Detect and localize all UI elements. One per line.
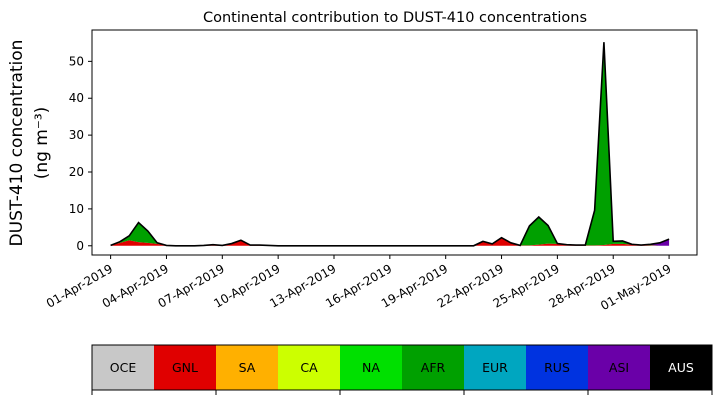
stacked-areas [110, 42, 670, 247]
total-outline [110, 42, 670, 247]
y-axis-label-line2: (ng m⁻³) [32, 107, 52, 180]
legend-swatch-rus [526, 345, 589, 390]
area-eur [110, 42, 670, 246]
legend-swatch-ca [278, 345, 341, 390]
y-tick-label: 40 [69, 91, 84, 105]
legend-swatch-eur [464, 345, 527, 390]
legend-label-asi: ASI [609, 360, 629, 375]
plot-frame [91, 29, 698, 256]
legend-label-ca: CA [300, 360, 318, 375]
y-tick-label: 0 [76, 239, 84, 253]
legend-swatch-na [340, 345, 403, 390]
legend-label-na: NA [362, 360, 380, 375]
area-aus [110, 42, 670, 246]
legend-colorbar: OCE GNL SA CA NA AFR EUR RUS ASI AUS [91, 344, 713, 395]
y-tick-label: 50 [69, 54, 84, 68]
legend-label-aus: AUS [668, 360, 694, 375]
area-afr [110, 42, 670, 246]
legend-swatch-sa [216, 345, 279, 390]
area-gnl [110, 237, 670, 246]
legend-frame [91, 344, 713, 391]
y-axis-label-line1: DUST-410 concentration [7, 40, 27, 247]
legend-label-eur: EUR [482, 360, 508, 375]
y-tick-label: 30 [69, 128, 84, 142]
chart-title: Continental contribution to DUST-410 con… [203, 10, 587, 26]
y-tick-label: 10 [69, 202, 84, 216]
legend-label-oce: OCE [110, 360, 137, 375]
legend-swatch-aus [650, 345, 713, 390]
legend-swatch-afr [402, 345, 465, 390]
area-rus [110, 42, 670, 246]
legend-swatch-oce [92, 345, 155, 390]
legend-label-sa: SA [239, 360, 256, 375]
legend-swatch-gnl [154, 345, 217, 390]
area-asi [110, 42, 670, 246]
legend-swatch-asi [588, 345, 651, 390]
legend-label-afr: AFR [421, 360, 446, 375]
legend-label-gnl: GNL [172, 360, 198, 375]
y-tick-label: 20 [69, 165, 84, 179]
legend-label-rus: RUS [544, 360, 570, 375]
